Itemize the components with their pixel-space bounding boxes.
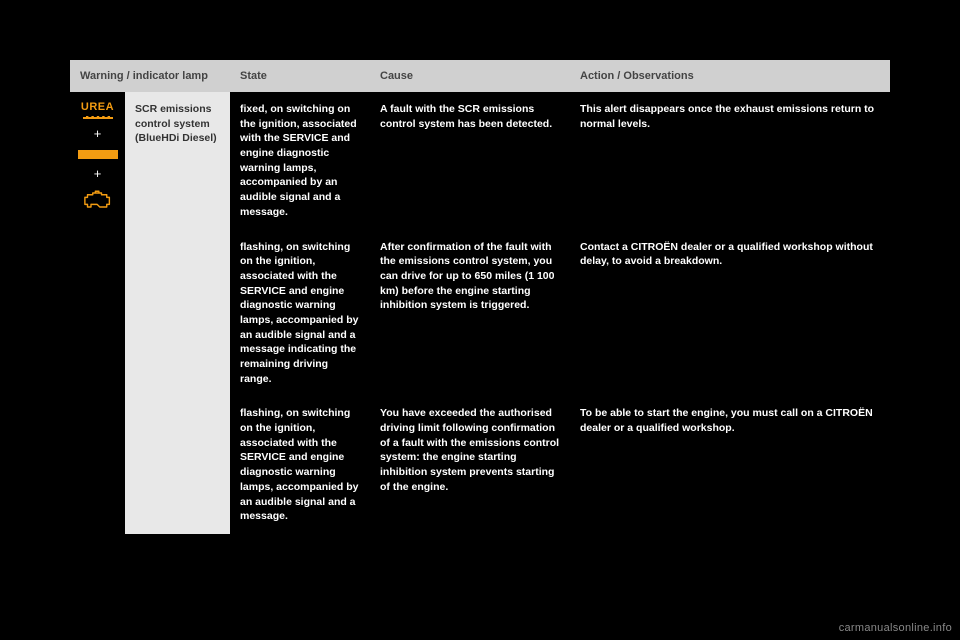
state-cell: fixed, on switching on the ignition, ass…	[230, 92, 370, 230]
state-cell: flashing, on switching on the ignition, …	[230, 230, 370, 397]
plus-icon: +	[74, 125, 121, 143]
header-lamp: Warning / indicator lamp	[70, 60, 230, 92]
lamp-name: SCR emissions control system (BlueHDi Di…	[125, 92, 230, 534]
header-cause: Cause	[370, 60, 570, 92]
action-cell: To be able to start the engine, you must…	[570, 396, 890, 534]
header-action: Action / Observations	[570, 60, 890, 92]
urea-icon: UREA	[74, 100, 121, 119]
lamp-icon-cell: UREA + +	[70, 92, 125, 534]
manual-page: Warning / indicator lamp State Cause Act…	[70, 60, 890, 580]
warning-lamp-table: Warning / indicator lamp State Cause Act…	[70, 60, 890, 534]
header-state: State	[230, 60, 370, 92]
action-cell: This alert disappears once the exhaust e…	[570, 92, 890, 230]
watermark: carmanualsonline.info	[839, 622, 952, 634]
cause-cell: A fault with the SCR emissions control s…	[370, 92, 570, 230]
action-cell: Contact a CITROËN dealer or a qualified …	[570, 230, 890, 397]
service-icon	[78, 150, 118, 159]
state-cell: flashing, on switching on the ignition, …	[230, 396, 370, 534]
cause-cell: After confirmation of the fault with the…	[370, 230, 570, 397]
engine-diagnostic-icon	[74, 189, 121, 216]
cause-cell: You have exceeded the authorised driving…	[370, 396, 570, 534]
urea-label: UREA	[81, 101, 114, 113]
plus-icon: +	[74, 165, 121, 183]
